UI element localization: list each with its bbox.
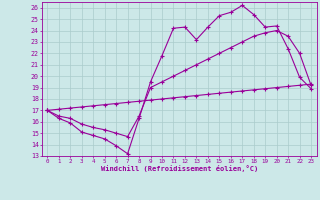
X-axis label: Windchill (Refroidissement éolien,°C): Windchill (Refroidissement éolien,°C) — [100, 165, 258, 172]
